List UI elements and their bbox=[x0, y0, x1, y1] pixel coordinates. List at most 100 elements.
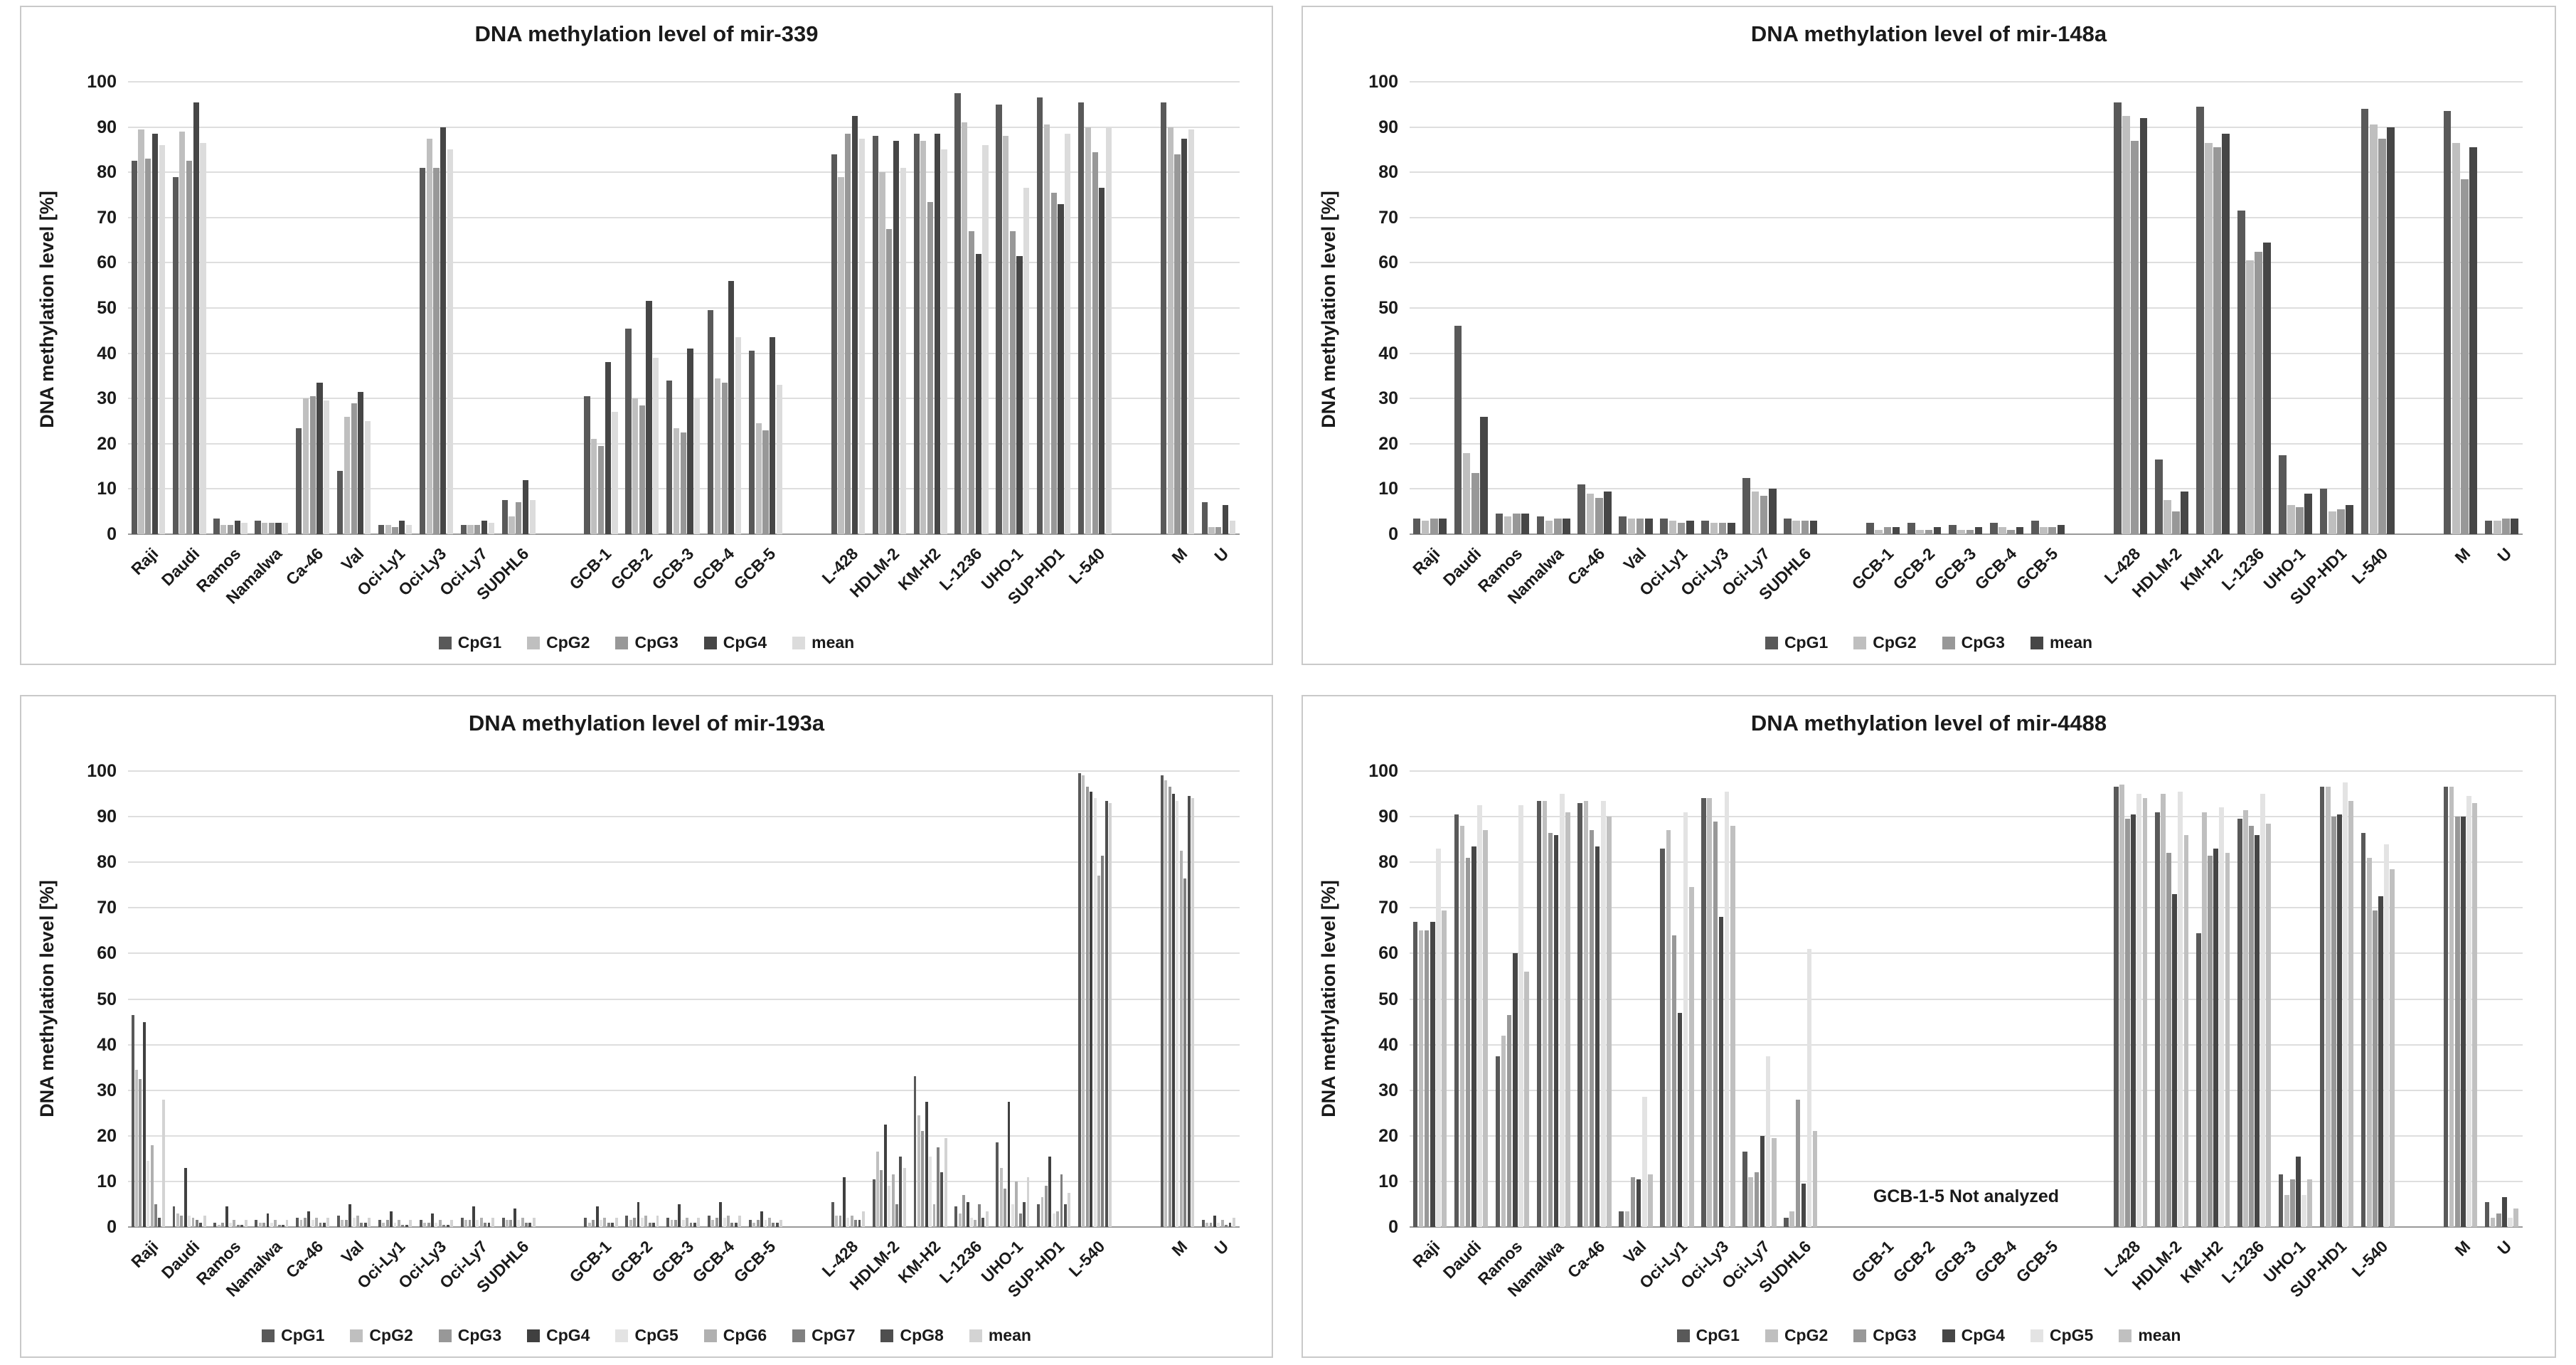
bar bbox=[1542, 800, 1548, 1227]
bar bbox=[1577, 484, 1586, 534]
bar bbox=[2125, 819, 2130, 1227]
bar bbox=[2136, 794, 2142, 1227]
bar bbox=[474, 525, 481, 534]
legend-item: CpG6 bbox=[703, 1326, 767, 1345]
bar bbox=[1710, 523, 1718, 534]
bar bbox=[954, 92, 961, 534]
bar bbox=[405, 525, 413, 534]
gridline bbox=[1410, 1135, 2523, 1137]
bar bbox=[1784, 518, 1792, 534]
bar bbox=[770, 337, 776, 534]
bar bbox=[895, 1204, 898, 1227]
bar bbox=[316, 382, 323, 534]
bar bbox=[611, 1222, 614, 1227]
legend-swatch bbox=[792, 1329, 806, 1342]
bar bbox=[1990, 523, 1998, 534]
legend-item: mean bbox=[2119, 1326, 2181, 1345]
gridline bbox=[128, 216, 1240, 218]
bar bbox=[1553, 834, 1559, 1227]
bar bbox=[2496, 1213, 2501, 1227]
bar bbox=[903, 1167, 906, 1227]
bar bbox=[932, 1204, 936, 1227]
bar bbox=[390, 1211, 393, 1227]
y-tick-label: 100 bbox=[1368, 761, 1398, 781]
bar bbox=[1454, 326, 1462, 534]
chart-panel-mir-339: DNA methylation level of mir-339 DNA met… bbox=[20, 6, 1273, 665]
gridline bbox=[1410, 216, 2523, 218]
y-tick-label: 50 bbox=[97, 298, 117, 318]
bar bbox=[1760, 495, 1768, 534]
bar bbox=[2319, 489, 2328, 534]
bar bbox=[1536, 516, 1545, 534]
bar bbox=[1707, 798, 1713, 1227]
bar bbox=[775, 1222, 779, 1227]
bar bbox=[2502, 518, 2510, 534]
bar bbox=[186, 161, 193, 534]
bar bbox=[779, 1220, 783, 1227]
bar bbox=[2461, 817, 2466, 1227]
not-analyzed-annotation: GCB-1-5 Not analyzed bbox=[1873, 1186, 2060, 1206]
bar bbox=[872, 136, 878, 534]
x-axis-line bbox=[1410, 533, 2523, 535]
bar bbox=[200, 142, 206, 534]
bar bbox=[975, 253, 981, 534]
y-tick-label: 30 bbox=[1378, 1080, 1398, 1100]
bar bbox=[1040, 1197, 1044, 1227]
bar bbox=[1607, 817, 1612, 1227]
bar bbox=[693, 1222, 696, 1227]
bar bbox=[1506, 1014, 1512, 1227]
legend-label: mean bbox=[2049, 633, 2093, 652]
legend-swatch bbox=[1853, 636, 1867, 649]
bar bbox=[1181, 138, 1188, 534]
bar bbox=[296, 427, 302, 534]
bar bbox=[2219, 807, 2224, 1227]
bar bbox=[2213, 147, 2221, 534]
bar bbox=[516, 502, 522, 534]
bar bbox=[1701, 520, 1710, 534]
bar bbox=[419, 1220, 422, 1227]
bar bbox=[1105, 800, 1108, 1227]
bar bbox=[472, 1206, 475, 1227]
bar bbox=[1037, 1204, 1040, 1227]
x-axis-line bbox=[128, 1226, 1240, 1228]
bar bbox=[644, 1215, 648, 1227]
bar bbox=[244, 1220, 248, 1227]
bar bbox=[1801, 520, 1809, 534]
gridline bbox=[1410, 442, 2523, 445]
bar bbox=[985, 1211, 989, 1227]
bar bbox=[1164, 780, 1168, 1227]
bar bbox=[1866, 523, 1874, 534]
bar bbox=[2484, 520, 2493, 534]
bar bbox=[255, 520, 261, 534]
bar bbox=[1789, 1211, 1795, 1227]
bar bbox=[180, 1215, 183, 1227]
bar bbox=[1215, 527, 1222, 534]
bar bbox=[193, 102, 199, 534]
bar bbox=[2225, 853, 2230, 1227]
bar bbox=[1795, 1099, 1801, 1227]
legend-label: CpG4 bbox=[723, 633, 767, 652]
gridline bbox=[1410, 1043, 2523, 1046]
bar bbox=[1201, 1220, 1205, 1227]
legend-item: CpG2 bbox=[1765, 1326, 1828, 1345]
bar bbox=[1093, 798, 1097, 1227]
bar bbox=[1465, 857, 1471, 1227]
bar bbox=[940, 1172, 944, 1227]
bar bbox=[1220, 1220, 1224, 1227]
bar bbox=[2348, 800, 2353, 1227]
bar bbox=[2449, 787, 2454, 1227]
bar bbox=[2387, 127, 2395, 534]
bar bbox=[1026, 1177, 1030, 1227]
legend-item: CpG4 bbox=[1942, 1326, 2005, 1345]
bar bbox=[213, 518, 220, 534]
bar bbox=[2490, 1218, 2496, 1227]
bar bbox=[625, 328, 632, 534]
legend-item: CpG8 bbox=[880, 1326, 944, 1345]
bar bbox=[1048, 1156, 1052, 1227]
bar bbox=[528, 1222, 532, 1227]
bar bbox=[2278, 1174, 2284, 1227]
gridline bbox=[1410, 998, 2523, 1000]
legend-swatch bbox=[438, 1329, 452, 1342]
gridline bbox=[128, 262, 1240, 264]
